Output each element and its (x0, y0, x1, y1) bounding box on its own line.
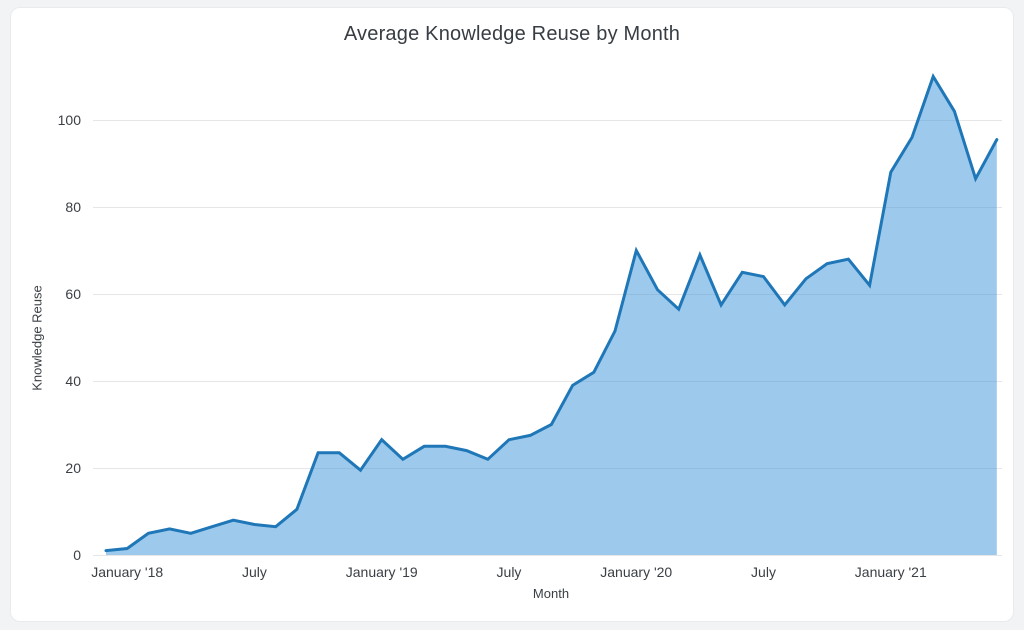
x-tick-label: January '18 (91, 564, 164, 580)
y-tick-label: 100 (57, 112, 81, 128)
series-area-fill (106, 76, 997, 555)
x-axis-title: Month (532, 586, 570, 601)
series-line (104, 73, 999, 553)
y-tick-label: 60 (65, 286, 81, 302)
y-tick-label: 40 (65, 373, 81, 389)
x-tick-label: July (242, 564, 267, 580)
x-tick-label: July (496, 564, 522, 580)
x-tick-label: January '21 (854, 564, 927, 580)
chart-title: Average Knowledge Reuse by Month (343, 23, 681, 45)
x-tick-label: January '19 (345, 564, 418, 580)
chart-card: Average Knowledge Reuse by Month 0 20 40 60… (10, 7, 1014, 622)
x-tick-label: July (751, 564, 776, 580)
y-axis-title: Knowledge Reuse (29, 285, 45, 391)
area-chart-plot[interactable] (11, 8, 1015, 623)
y-tick-label: 0 (73, 547, 81, 563)
x-tick-label: January '20 (600, 564, 673, 580)
y-tick-label: 20 (65, 460, 81, 476)
y-tick-label: 80 (65, 199, 81, 215)
